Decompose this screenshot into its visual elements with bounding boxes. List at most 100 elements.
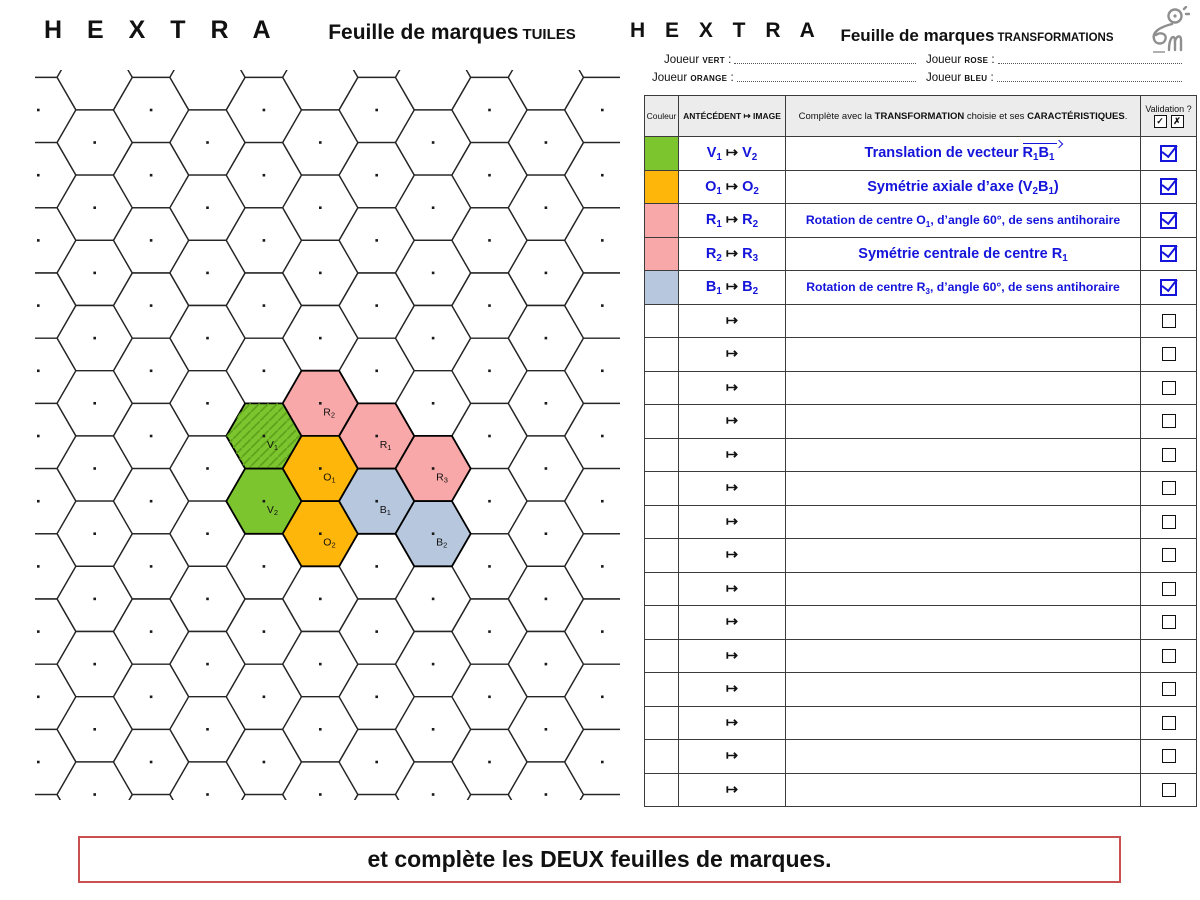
validation-checkbox[interactable] — [1161, 782, 1176, 797]
antecedent-image-cell: ↦ — [678, 303, 786, 338]
right-title-suffix: TRANSFORMATIONS — [997, 32, 1114, 44]
color-swatch — [644, 538, 679, 573]
header-transformation: Complète avec la TRANSFORMATION choisie … — [785, 95, 1141, 137]
antecedent-image-cell: ↦ — [678, 739, 786, 774]
table-row: B1 ↦ B2 Rotation de centre R3, d’angle 60… — [644, 270, 1197, 305]
validation-checkbox[interactable] — [1161, 648, 1176, 663]
table-row: ↦ — [644, 672, 1197, 707]
transformation-cell[interactable] — [785, 705, 1141, 740]
validation-checkbox[interactable] — [1160, 178, 1177, 196]
validation-checkbox[interactable] — [1160, 211, 1177, 229]
validation-checkbox[interactable] — [1161, 715, 1176, 730]
table-row: ↦ — [644, 370, 1197, 405]
antecedent-image-cell: ↦ — [678, 370, 786, 405]
validation-checkbox[interactable] — [1161, 481, 1176, 496]
player-name-field[interactable] — [996, 71, 1182, 82]
transformation-cell[interactable]: Translation de vecteur R1B1 — [785, 136, 1141, 171]
transformation-cell[interactable] — [785, 337, 1141, 372]
transformation-cell[interactable]: Rotation de centre O1, d’angle 60°, de s… — [785, 203, 1141, 238]
player-name-field[interactable] — [736, 71, 916, 82]
player-line: Joueur orange : — [652, 71, 926, 84]
publisher-logo-icon — [1152, 6, 1190, 53]
antecedent-image-cell: R2 ↦ R3 — [678, 236, 786, 271]
player-name-field[interactable] — [734, 53, 916, 64]
validation-cell — [1140, 270, 1197, 305]
transformation-cell[interactable] — [785, 538, 1141, 573]
hex-label: R3 — [436, 472, 448, 485]
transformation-cell[interactable] — [785, 437, 1141, 472]
transformation-cell[interactable] — [785, 404, 1141, 439]
color-swatch — [644, 605, 679, 640]
validation-cell — [1140, 437, 1197, 472]
hex-label: O1 — [323, 472, 335, 485]
validation-checkbox[interactable] — [1160, 144, 1177, 162]
antecedent-image-cell: B1 ↦ B2 — [678, 270, 786, 305]
transformation-cell[interactable] — [785, 370, 1141, 405]
hex-label: V1 — [267, 439, 278, 452]
antecedent-image-cell: ↦ — [678, 672, 786, 707]
validation-cell — [1140, 404, 1197, 439]
table-row: ↦ — [644, 705, 1197, 740]
validation-cell — [1140, 236, 1197, 271]
color-swatch — [644, 504, 679, 539]
transformation-cell[interactable] — [785, 303, 1141, 338]
antecedent-image-cell: ↦ — [678, 772, 786, 807]
transformation-cell[interactable]: Symétrie axiale d’axe (V2B1) — [785, 169, 1141, 204]
hex-label: R1 — [380, 439, 392, 452]
table-row: O1 ↦ O2 Symétrie axiale d’axe (V2B1) — [644, 169, 1197, 204]
table-row: ↦ — [644, 471, 1197, 506]
transformation-cell[interactable] — [785, 638, 1141, 673]
antecedent-image-cell: V1 ↦ V2 — [678, 136, 786, 171]
table-row: ↦ — [644, 337, 1197, 372]
transformation-cell[interactable] — [785, 504, 1141, 539]
color-swatch — [644, 772, 679, 807]
validation-checkbox[interactable] — [1160, 245, 1177, 263]
transformation-cell[interactable]: Rotation de centre R3, d’angle 60°, de s… — [785, 270, 1141, 305]
validation-cell — [1140, 772, 1197, 807]
validation-checkbox[interactable] — [1161, 749, 1176, 764]
hex-board: V1 V2 R2 O1 O2 R1 B1 R3 B2 — [35, 70, 620, 800]
table-row: R2 ↦ R3 Symétrie centrale de centre R1 — [644, 236, 1197, 271]
player-label: Joueur bleu : — [926, 72, 994, 84]
validation-checkbox[interactable] — [1161, 581, 1176, 596]
validation-checkbox[interactable] — [1161, 347, 1176, 362]
player-label: Joueur vert : — [664, 54, 732, 66]
color-swatch — [644, 270, 679, 305]
transformation-cell[interactable] — [785, 571, 1141, 606]
antecedent-image-cell: R1 ↦ R2 — [678, 203, 786, 238]
color-swatch — [644, 571, 679, 606]
validation-checkbox[interactable] — [1161, 313, 1176, 328]
table-row: ↦ — [644, 605, 1197, 640]
validation-cell — [1140, 571, 1197, 606]
transformation-cell[interactable] — [785, 772, 1141, 807]
antecedent-image-cell: ↦ — [678, 705, 786, 740]
antecedent-image-cell: O1 ↦ O2 — [678, 169, 786, 204]
validation-checkbox[interactable] — [1161, 615, 1176, 630]
validation-checkbox[interactable] — [1161, 682, 1176, 697]
validation-checkbox[interactable] — [1160, 278, 1177, 296]
transformation-cell[interactable] — [785, 672, 1141, 707]
table-row: ↦ — [644, 538, 1197, 573]
table-row: ↦ — [644, 772, 1197, 807]
transformation-cell[interactable] — [785, 471, 1141, 506]
table-row: ↦ — [644, 638, 1197, 673]
color-swatch — [644, 337, 679, 372]
validation-checkbox[interactable] — [1161, 514, 1176, 529]
validation-checkbox[interactable] — [1161, 380, 1176, 395]
table-row: ↦ — [644, 504, 1197, 539]
player-name-field[interactable] — [997, 53, 1182, 64]
transformation-cell[interactable]: Symétrie centrale de centre R1 — [785, 236, 1141, 271]
hex-label: B2 — [436, 537, 447, 550]
validation-checkbox[interactable] — [1161, 414, 1176, 429]
validation-checkbox[interactable] — [1161, 548, 1176, 563]
validation-cell — [1140, 471, 1197, 506]
antecedent-image-cell: ↦ — [678, 337, 786, 372]
validation-label: Validation ? — [1145, 104, 1192, 114]
table-row: ↦ — [644, 571, 1197, 606]
transformation-cell[interactable] — [785, 739, 1141, 774]
player-line: Joueur bleu : — [926, 71, 1192, 84]
validation-checkbox[interactable] — [1161, 447, 1176, 462]
transformation-cell[interactable] — [785, 605, 1141, 640]
color-swatch — [644, 638, 679, 673]
validation-cell — [1140, 672, 1197, 707]
